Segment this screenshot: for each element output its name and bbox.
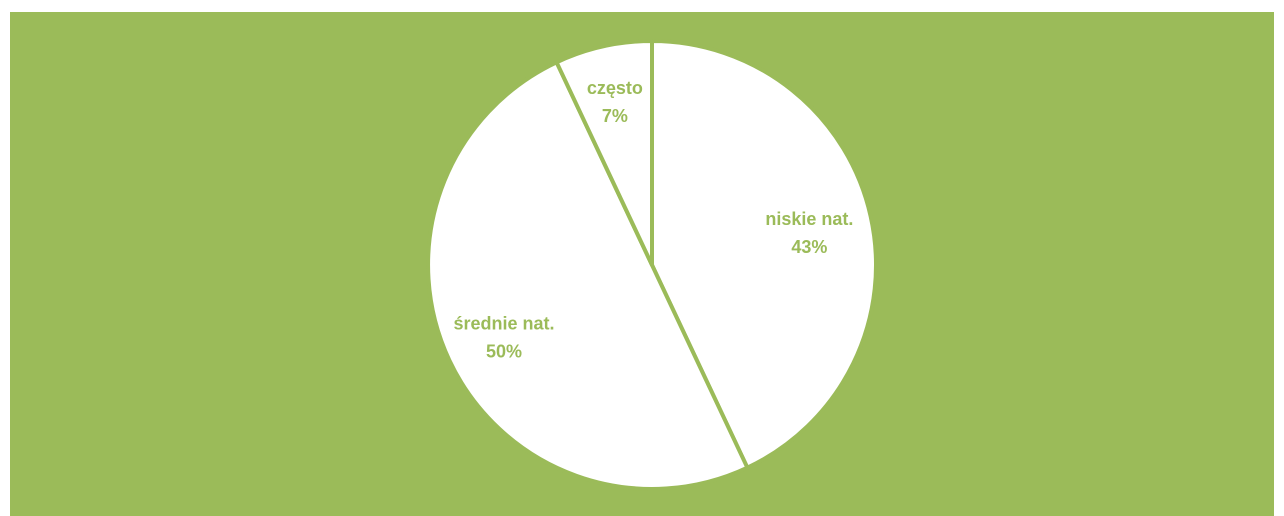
slice-value-label: 7% <box>602 106 628 126</box>
slice-value-label: 50% <box>486 342 522 362</box>
chart-area: niskie nat. 43% średnie nat. 50% często 7% <box>10 12 1274 516</box>
pie-slice-1 <box>650 39 878 470</box>
slice-category-label: często <box>587 78 643 98</box>
pie-slice-3 <box>554 39 654 267</box>
pie-labels: niskie nat. 43% średnie nat. 50% często 7% <box>454 78 854 362</box>
slice-value-label: 43% <box>791 237 827 257</box>
pie-slices <box>426 39 878 491</box>
pie-chart: niskie nat. 43% średnie nat. 50% często 7% <box>426 39 878 491</box>
pie-slice-2 <box>426 60 750 491</box>
slice-category-label: średnie nat. <box>454 314 555 334</box>
slice-category-label: niskie nat. <box>765 209 853 229</box>
